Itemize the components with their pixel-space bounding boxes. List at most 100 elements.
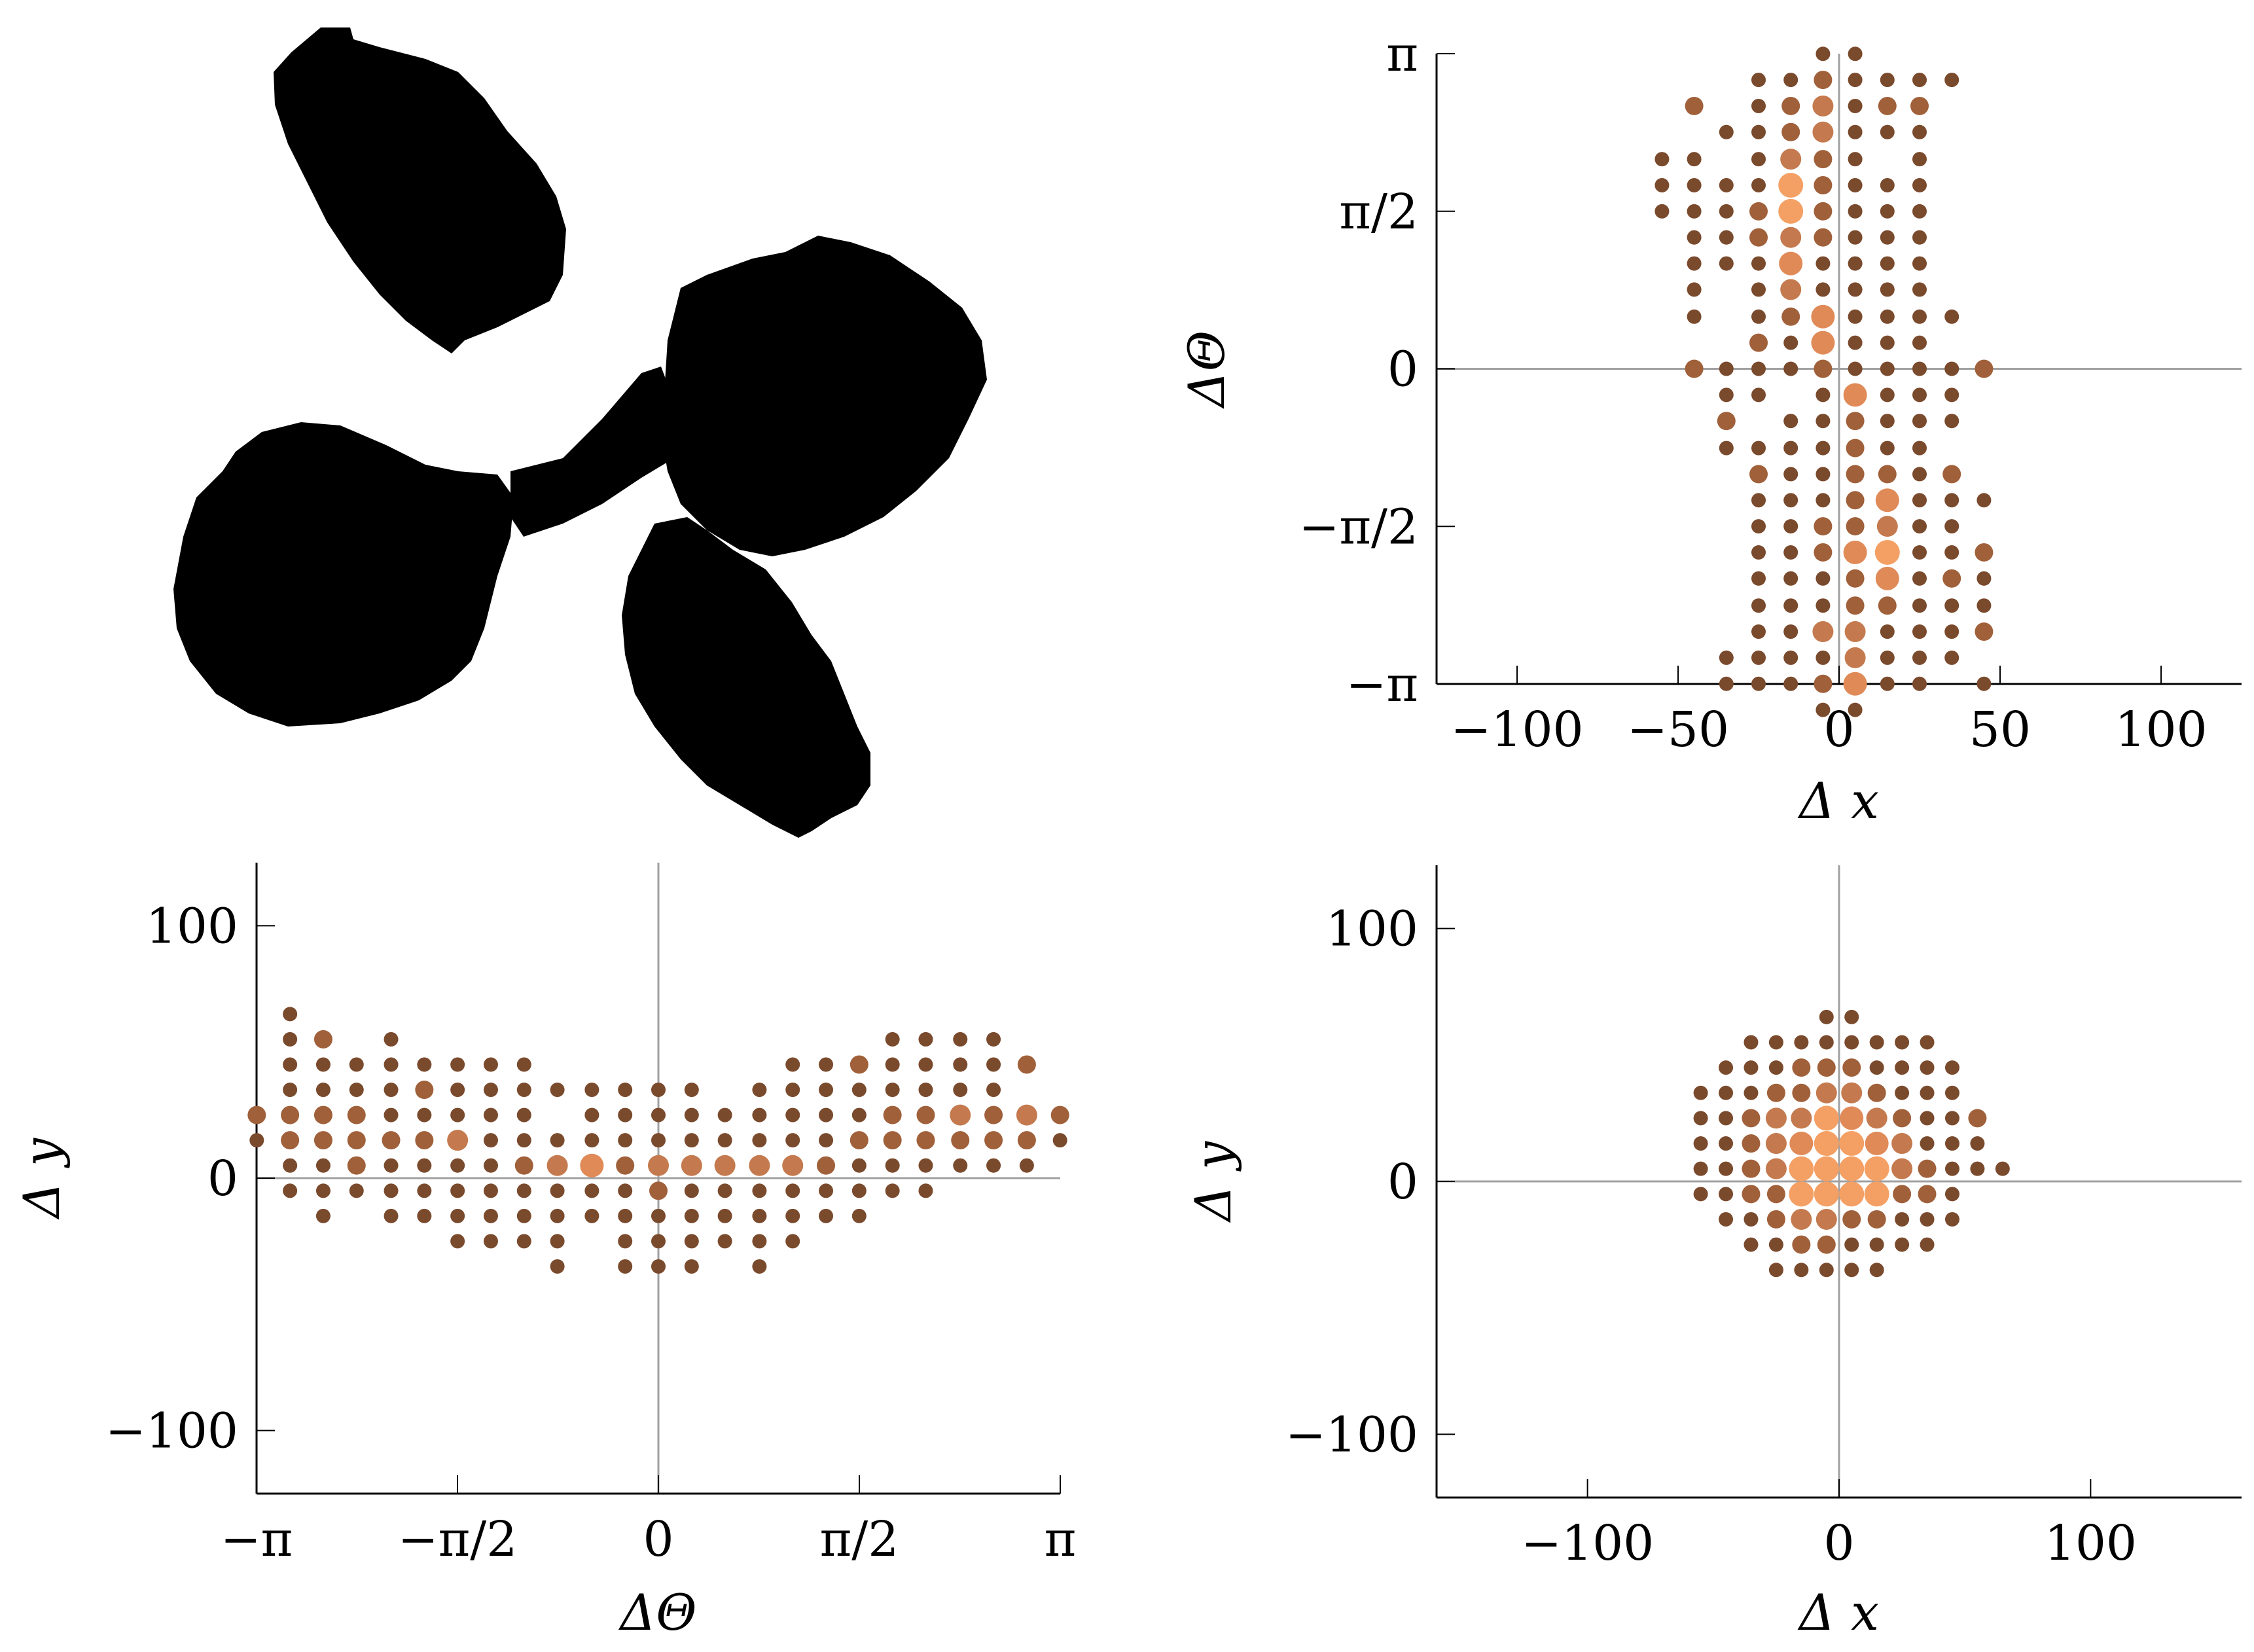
scatter-point bbox=[651, 1259, 666, 1274]
scatter-point bbox=[283, 1083, 298, 1098]
scatter-point bbox=[1880, 178, 1895, 193]
scatter-point bbox=[1816, 46, 1831, 62]
scatter-point bbox=[1812, 621, 1834, 643]
binary-pinwheel-shape-icon bbox=[173, 27, 987, 838]
scatter-point bbox=[550, 1234, 565, 1249]
scatter-point bbox=[1814, 359, 1833, 378]
scatter-point bbox=[1869, 1237, 1884, 1252]
scatter-point bbox=[1812, 121, 1834, 143]
scatter-point bbox=[1977, 493, 1992, 508]
scatter-point bbox=[651, 1083, 666, 1098]
scatter-point bbox=[953, 1032, 968, 1047]
scatter-point bbox=[1717, 412, 1736, 431]
scatter-point bbox=[1781, 122, 1800, 141]
scatter-point bbox=[885, 1183, 900, 1198]
scatter-point bbox=[1816, 571, 1831, 586]
scatter-point bbox=[651, 1107, 666, 1122]
scatter-point bbox=[1789, 1132, 1814, 1156]
scatter-point bbox=[1779, 251, 1803, 276]
scatter-point bbox=[384, 1208, 399, 1223]
scatter-point bbox=[1878, 465, 1897, 484]
scatter-point bbox=[1970, 1136, 1985, 1151]
scatter-point bbox=[651, 1208, 666, 1223]
y-axis-label: Δ y bbox=[1184, 1141, 1242, 1223]
scatter-point bbox=[1816, 650, 1831, 665]
scatter-point bbox=[1912, 545, 1927, 560]
scatter-point bbox=[1848, 124, 1863, 139]
scatter-point bbox=[313, 1131, 332, 1150]
scatter-point bbox=[752, 1133, 767, 1148]
scatter-point bbox=[1944, 519, 1959, 534]
scatter-point bbox=[483, 1234, 498, 1249]
scatter-point bbox=[1864, 1156, 1889, 1181]
scatter-point bbox=[752, 1208, 767, 1223]
scatter-point bbox=[1751, 309, 1766, 324]
scatter-point bbox=[249, 1133, 264, 1148]
scatter-point bbox=[618, 1234, 633, 1249]
scatter-point bbox=[1846, 491, 1865, 510]
scatter-point bbox=[1816, 440, 1831, 456]
scatter-point bbox=[684, 1183, 699, 1198]
scatter-point bbox=[1814, 1181, 1839, 1207]
scatter-point bbox=[883, 1105, 902, 1124]
scatter-point bbox=[1878, 96, 1897, 115]
scatter-point bbox=[1865, 1132, 1889, 1156]
scatter-point bbox=[1781, 96, 1800, 115]
scatter-point bbox=[1880, 230, 1895, 245]
scatter-point bbox=[984, 1131, 1003, 1150]
x-tick-label: −50 bbox=[1627, 702, 1729, 758]
scatter-point bbox=[618, 1107, 633, 1122]
scatter-point bbox=[918, 1032, 933, 1047]
scatter-point bbox=[1751, 98, 1766, 113]
scatter-point bbox=[1944, 387, 1959, 403]
scatter-point bbox=[1819, 1035, 1834, 1050]
scatter-point bbox=[916, 1105, 935, 1124]
scatter-point bbox=[1687, 204, 1702, 219]
scatter-point bbox=[618, 1183, 633, 1198]
scatter-point bbox=[550, 1208, 565, 1223]
y-tick-label: 100 bbox=[146, 898, 238, 954]
scatter-point bbox=[1783, 624, 1798, 639]
scatter-point bbox=[447, 1130, 469, 1151]
scatter-point bbox=[953, 1158, 968, 1173]
scatter-point bbox=[550, 1083, 565, 1098]
scatter-point bbox=[450, 1158, 465, 1173]
scatter-point bbox=[1719, 178, 1734, 193]
scatter-point bbox=[1968, 1109, 1987, 1128]
scatter-point bbox=[1944, 414, 1959, 429]
scatter-point bbox=[684, 1107, 699, 1122]
scatter-point bbox=[349, 1183, 364, 1198]
scatter-point bbox=[684, 1259, 699, 1274]
scatter-point bbox=[1848, 702, 1863, 717]
scatter-point bbox=[1920, 1212, 1935, 1227]
shape-lobe-lower bbox=[622, 517, 870, 838]
scatter-point bbox=[618, 1133, 633, 1148]
scatter-point bbox=[315, 1208, 331, 1223]
x-tick-label: 100 bbox=[2115, 702, 2207, 758]
scatter-point bbox=[986, 1057, 1001, 1072]
scatter-point bbox=[1781, 307, 1800, 326]
scatter-point bbox=[1944, 309, 1959, 324]
scatter-point bbox=[247, 1105, 266, 1124]
scatter-point bbox=[1816, 598, 1831, 613]
scatter-point bbox=[717, 1107, 732, 1122]
scatter-point bbox=[1685, 359, 1704, 378]
scatter-point bbox=[1783, 545, 1798, 560]
scatter-point bbox=[1655, 178, 1670, 193]
scatter-point bbox=[384, 1057, 399, 1072]
scatter-point bbox=[516, 1107, 531, 1122]
scatter-point bbox=[1839, 1181, 1865, 1207]
scatter-point bbox=[1751, 361, 1766, 376]
scatter-point bbox=[819, 1057, 834, 1072]
scatter-point bbox=[1768, 1263, 1783, 1278]
scatter-point bbox=[1842, 1058, 1861, 1077]
scatter-point bbox=[483, 1057, 498, 1072]
scatter-point bbox=[1719, 387, 1734, 403]
scatter-point bbox=[1765, 1107, 1787, 1129]
scatter-point bbox=[584, 1183, 599, 1198]
scatter-point bbox=[1848, 204, 1863, 219]
scatter-point bbox=[1751, 624, 1766, 639]
scatter-point bbox=[1912, 309, 1927, 324]
scatter-point bbox=[684, 1133, 699, 1148]
